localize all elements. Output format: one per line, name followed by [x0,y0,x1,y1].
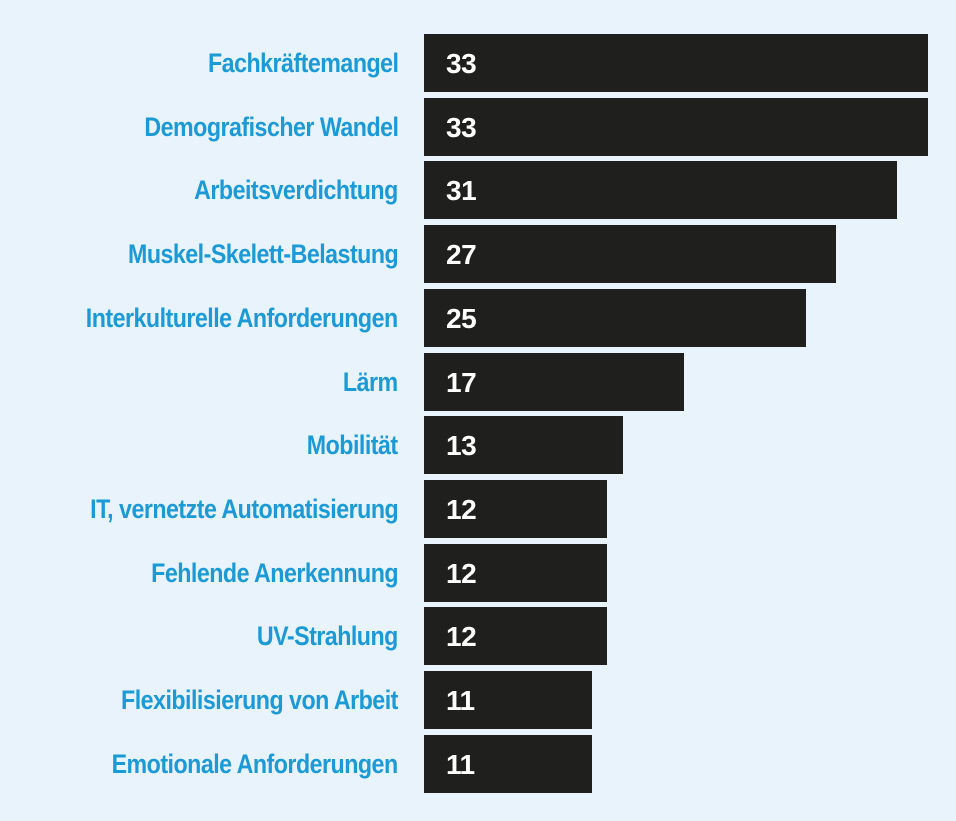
bar [424,671,592,729]
category-label: UV-Strahlung [257,621,398,651]
bar [424,34,928,92]
bar-value-label: 11 [446,685,475,716]
bar-value-label: 27 [446,239,477,270]
category-label: Arbeitsverdichtung [194,175,398,205]
bar [424,289,806,347]
bar [424,353,684,411]
bar [424,98,928,156]
bar [424,225,836,283]
bar-value-label: 12 [446,621,477,652]
bar [424,607,607,665]
category-label: IT, vernetzte Automatisierung [89,494,399,524]
bar-value-label: 25 [446,303,477,334]
category-label: Lärm [343,367,398,397]
category-label: Fehlende Anerkennung [151,558,398,588]
bar-value-label: 13 [446,430,477,461]
category-label: Mobilität [307,430,398,460]
bar-value-label: 17 [446,367,477,398]
bar-value-label: 33 [446,48,477,79]
bar [424,161,897,219]
bar-value-label: 33 [446,112,477,143]
category-label: Muskel-Skelett-Belastung [127,239,399,269]
category-label: Fachkräftemangel [207,48,399,78]
category-label: Emotionale Anforderungen [111,749,399,779]
category-label: Flexibilisierung von Arbeit [121,685,398,715]
bar [424,735,592,793]
bar-value-label: 12 [446,494,477,525]
category-label: Interkulturelle Anforderungen [86,303,398,333]
bar [424,544,607,602]
bar [424,416,623,474]
category-label: Demografischer Wandel [143,112,399,142]
bar-value-label: 11 [446,749,475,780]
bar-value-label: 31 [446,175,477,206]
bar-value-label: 12 [446,558,477,589]
bar [424,480,607,538]
